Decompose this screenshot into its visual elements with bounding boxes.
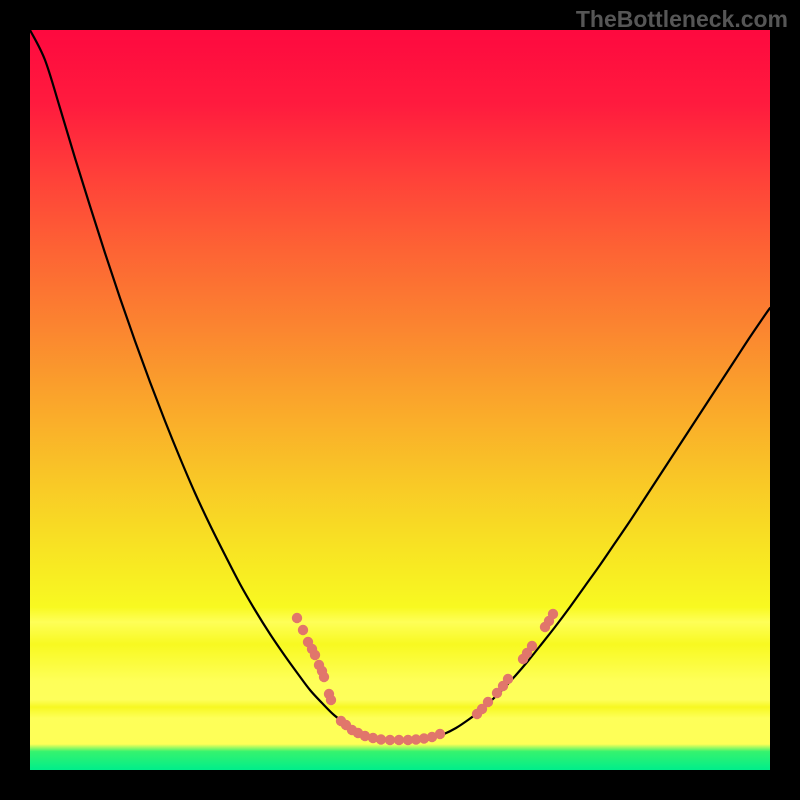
chart-plot-area: [30, 30, 770, 770]
gradient-background: [30, 30, 770, 770]
chart-svg: [30, 30, 770, 770]
watermark-text: TheBottleneck.com: [576, 6, 788, 33]
